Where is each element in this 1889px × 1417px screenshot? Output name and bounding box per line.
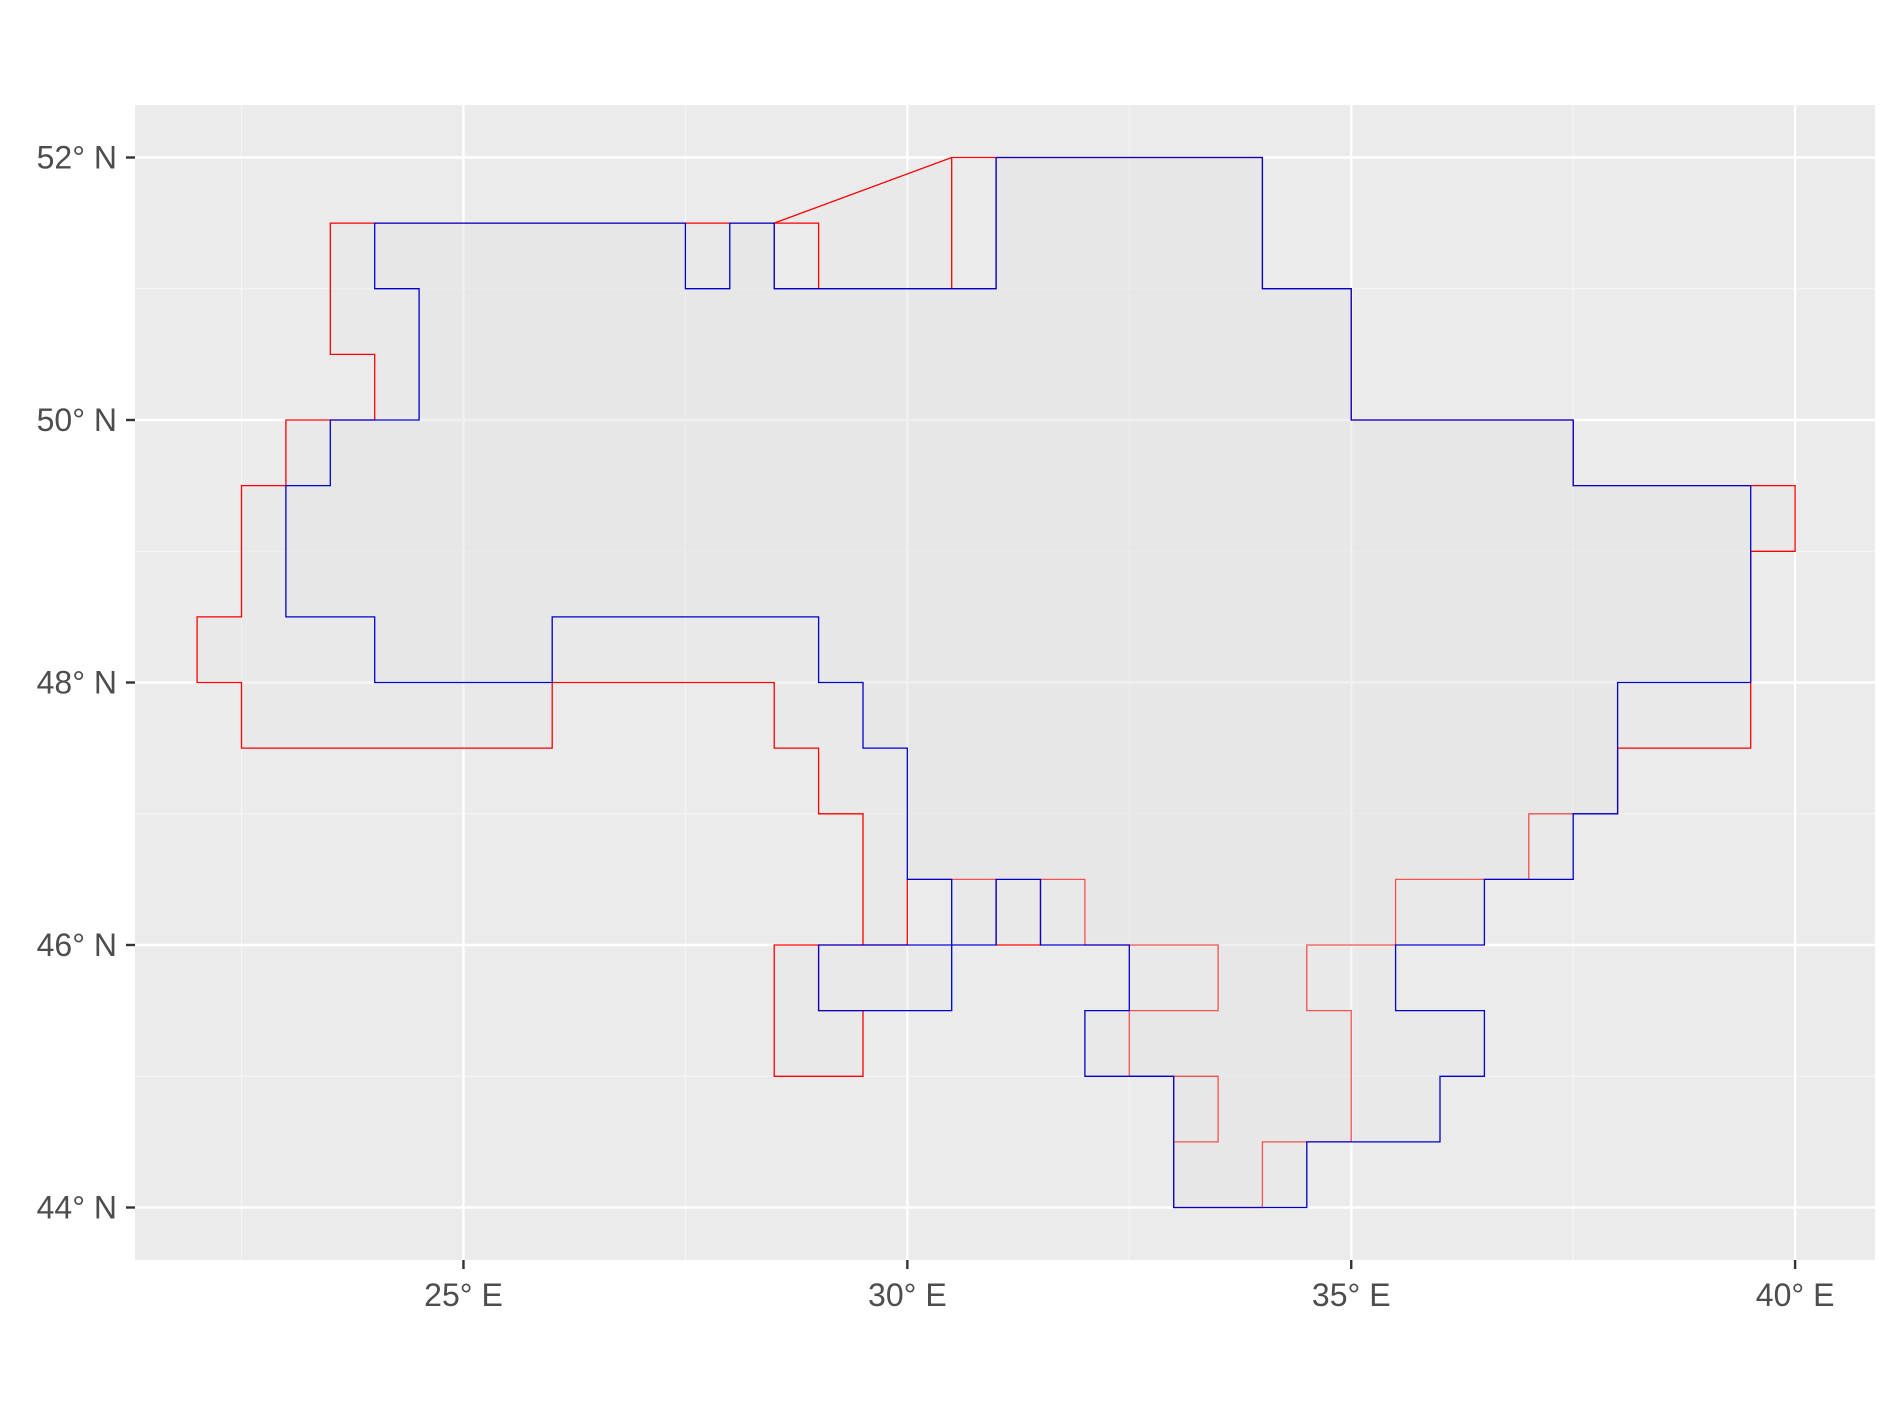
y-tick-label-52: 52° N	[37, 140, 117, 176]
x-tick-label-35: 35° E	[1312, 1277, 1391, 1313]
y-tick-label-48: 48° N	[37, 665, 117, 701]
y-tick-label-44: 44° N	[37, 1190, 117, 1226]
x-tick-label-25: 25° E	[424, 1277, 503, 1313]
y-tick-label-50: 50° N	[37, 402, 117, 438]
map-outlines	[196, 156, 1796, 1209]
axis-ticks	[126, 156, 1797, 1269]
y-tick-label-46: 46° N	[37, 927, 117, 963]
blue-outline-shape	[285, 156, 1752, 1209]
x-axis-labels: 25° E 30° E 35° E 40° E	[424, 1277, 1834, 1313]
x-tick-label-30: 30° E	[868, 1277, 947, 1313]
y-axis-labels: 52° N 50° N 48° N 46° N 44° N	[37, 140, 117, 1226]
x-tick-label-40: 40° E	[1756, 1277, 1835, 1313]
